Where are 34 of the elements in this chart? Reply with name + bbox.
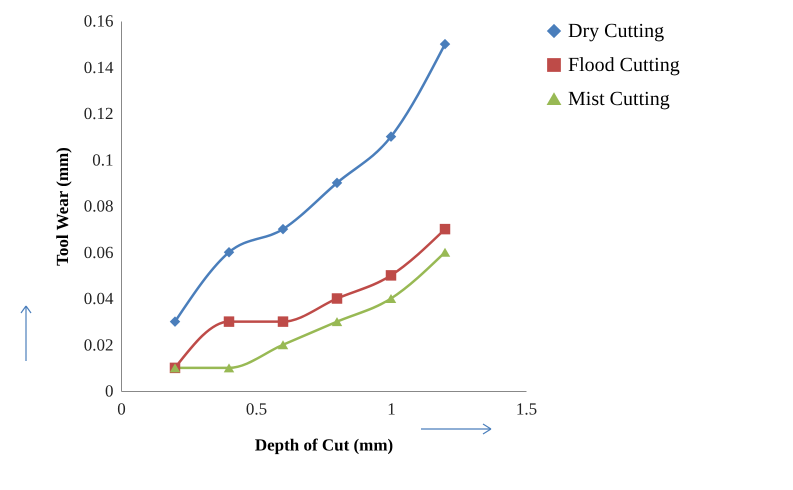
point [332, 293, 342, 304]
y-tick-label: 0 [105, 382, 114, 400]
point [170, 316, 180, 327]
y-tick-label: 0.12 [84, 104, 114, 123]
point [440, 38, 450, 50]
legend-label: Flood Cutting [568, 54, 680, 76]
point [224, 247, 234, 258]
point [386, 270, 396, 281]
x-axis-title: Depth of Cut (mm) [254, 436, 394, 454]
point [224, 363, 234, 372]
y-tick-label: 0.06 [84, 242, 114, 262]
x-tick-label: 0.5 [246, 400, 268, 418]
point [332, 317, 342, 326]
y-tick-label: 0.04 [84, 289, 114, 308]
point [278, 316, 288, 327]
point [440, 248, 450, 257]
y-tick-label: 0.02 [84, 335, 114, 354]
point [440, 224, 450, 234]
x-tick-label: 1 [387, 400, 396, 418]
x-tick-label: 1.5 [516, 400, 538, 418]
point [386, 294, 396, 304]
y-tick-label: 0.1 [92, 150, 114, 170]
point [332, 178, 342, 188]
point [278, 224, 288, 234]
y-tick-label: 0.16 [84, 12, 114, 30]
point [224, 316, 234, 327]
y-tick-label: 0.14 [84, 58, 114, 77]
point [386, 131, 396, 142]
legend-label: Dry Cutting [568, 20, 664, 42]
x-tick-label: 0 [117, 400, 126, 418]
point [278, 340, 288, 350]
y-axis-title: Tool Wear (mm) [52, 147, 72, 266]
y-tick-label: 0.08 [84, 196, 114, 216]
legend-label: Mist Cutting [568, 88, 670, 110]
